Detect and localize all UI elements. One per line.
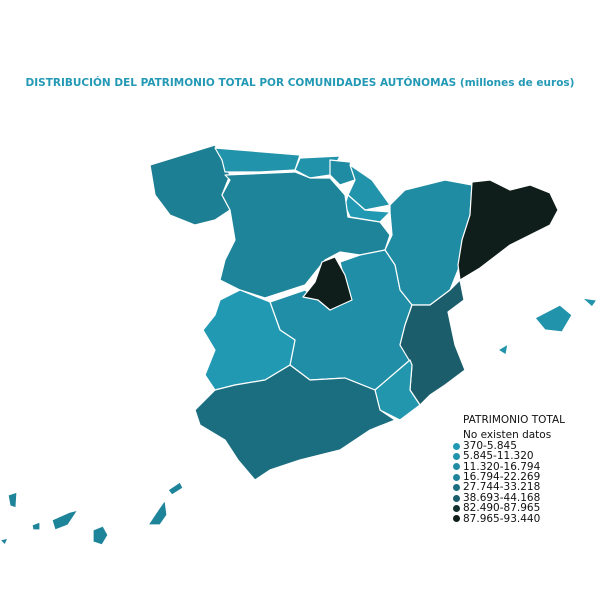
legend-label: 370-5.845 <box>463 439 517 452</box>
legend-swatch <box>453 504 460 512</box>
legend-label: 82.490-87.965 <box>463 502 541 515</box>
region-madrid[interactable] <box>302 256 353 311</box>
region-andalucia[interactable] <box>194 364 396 481</box>
legend-swatch <box>453 494 460 502</box>
legend-item: 370-5.845 <box>453 439 565 452</box>
legend-item: No existen datos <box>453 429 565 442</box>
legend-swatch <box>453 484 460 492</box>
legend-swatch <box>453 463 460 471</box>
 <box>167 481 184 496</box>
region-castilla-y-leon[interactable] <box>219 171 391 299</box>
region-asturias[interactable] <box>214 147 301 173</box>
region-canarias[interactable] <box>0 481 184 546</box>
legend-label: 38.693-44.168 <box>463 491 541 504</box>
legend-label: No existen datos <box>463 429 552 442</box>
region-comunidad-valenciana[interactable] <box>399 279 466 406</box>
legend-item: 82.490-87.965 <box>453 502 565 515</box>
legend-item: 27.744-33.218 <box>453 481 565 494</box>
legend: PATRIMONIO TOTAL No existen datos 370-5.8… <box>453 415 565 524</box>
legend-label: 27.744-33.218 <box>463 481 541 494</box>
region-galicia[interactable] <box>149 144 231 226</box>
region-cantabria[interactable] <box>294 155 341 179</box>
legend-label: 5.845-11.320 <box>463 450 534 463</box>
legend-item: 38.693-44.168 <box>453 491 565 504</box>
region-baleares[interactable] <box>497 297 598 356</box>
legend-label: 16.794-22.269 <box>463 471 541 484</box>
legend-swatch <box>453 442 460 450</box>
legend-item: 87.965-93.440 <box>453 512 565 525</box>
legend-title: PATRIMONIO TOTAL <box>463 414 566 426</box>
legend-label: 87.965-93.440 <box>463 512 541 525</box>
region-cataluna[interactable] <box>457 179 559 281</box>
legend-swatch <box>453 452 460 460</box>
legend-item: 16.794-22.269 <box>453 472 565 482</box>
map-title: DISTRIBUCIÓN DEL PATRIMONIO TOTAL POR CO… <box>25 77 575 89</box>
legend-item: 5.845-11.320 <box>453 450 565 463</box>
legend-swatch <box>453 515 460 523</box>
legend-label: 11.320-16.794 <box>463 460 541 473</box>
legend-item: 11.320-16.794 <box>453 460 565 473</box>
legend-swatch <box>453 473 460 481</box>
region-pais-vasco[interactable] <box>329 159 356 186</box>
